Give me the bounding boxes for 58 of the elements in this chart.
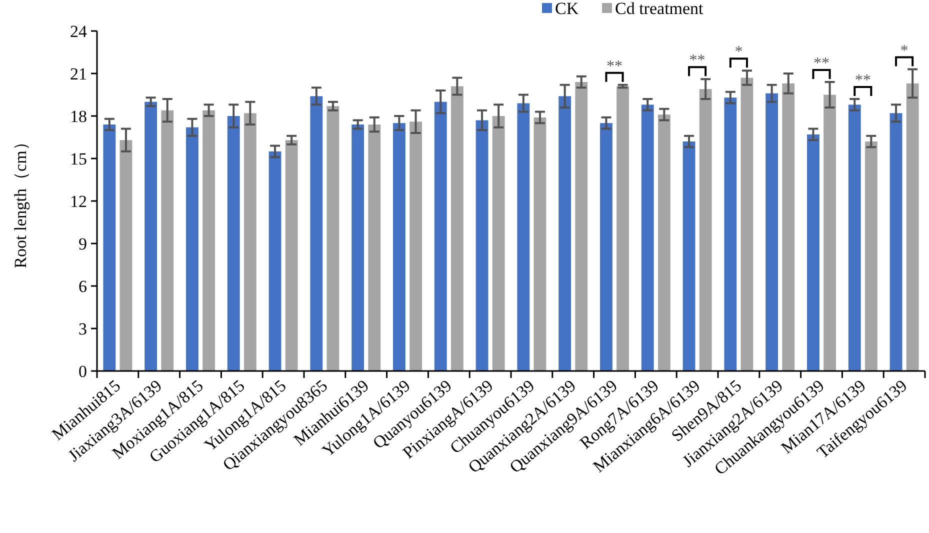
bar [186, 127, 198, 371]
bar [782, 83, 795, 371]
bar [202, 110, 215, 371]
legend-label: Cd treatment [615, 0, 704, 18]
bar [641, 104, 654, 371]
bar [144, 102, 158, 371]
bar [393, 123, 406, 371]
bar [906, 83, 919, 371]
y-tick-label: 24 [70, 22, 88, 41]
bar [285, 140, 298, 371]
bar [575, 82, 588, 371]
bar [434, 102, 447, 371]
annotation: * [734, 44, 743, 61]
bar [558, 96, 572, 371]
y-tick-label: 6 [78, 276, 87, 296]
annotation: ** [606, 58, 622, 75]
bar [534, 117, 546, 371]
bar [410, 122, 422, 371]
annotation: ** [814, 55, 830, 72]
bar [227, 116, 240, 371]
y-tick-label: 18 [70, 106, 87, 126]
y-tick-label: 21 [70, 64, 87, 84]
bar [103, 124, 116, 371]
bar [517, 103, 530, 371]
bar [310, 96, 323, 371]
bar [807, 134, 820, 371]
bar [268, 151, 282, 371]
bar [326, 106, 340, 371]
legend-label: CK [555, 0, 580, 18]
bar [824, 94, 836, 371]
y-tick-label: 12 [70, 192, 87, 211]
bar [120, 140, 132, 371]
bar [352, 124, 364, 371]
bar [476, 120, 488, 371]
bar [848, 104, 861, 371]
y-tick-label: 15 [70, 149, 87, 168]
y-axis-title: Root length（cm） [11, 134, 30, 268]
bar [724, 98, 737, 371]
bar [600, 123, 612, 371]
bar [864, 142, 878, 371]
annotation: * [900, 42, 908, 60]
bar [766, 93, 778, 371]
bar [658, 114, 670, 371]
bar [740, 78, 754, 371]
y-tick-label: 0 [78, 362, 87, 381]
annotation: ** [854, 72, 871, 89]
bar [244, 113, 256, 371]
bar [368, 124, 381, 371]
y-tick-label: 9 [78, 234, 87, 254]
y-tick-label: 3 [78, 319, 87, 338]
annotation: ** [689, 52, 706, 70]
bar [492, 116, 505, 371]
bar [616, 86, 629, 371]
bar [699, 89, 712, 371]
bar [890, 113, 902, 371]
bar [450, 86, 464, 371]
bar [682, 142, 696, 371]
bar [161, 110, 174, 371]
